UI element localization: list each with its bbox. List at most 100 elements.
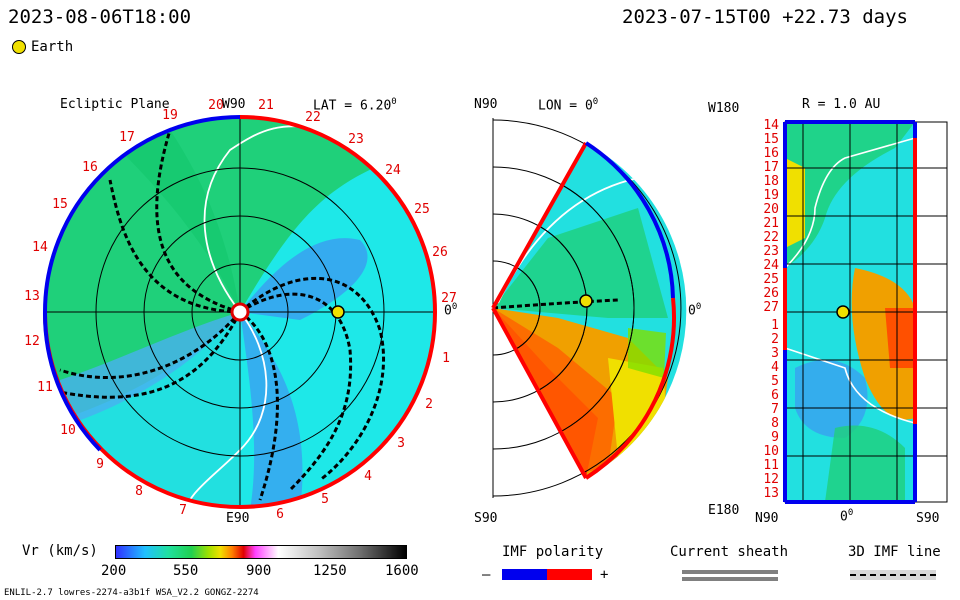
- colorbar-label: Vr (km/s): [22, 543, 98, 559]
- svg-text:2: 2: [425, 397, 433, 412]
- imf-positive-swatch: [547, 569, 592, 580]
- svg-text:9: 9: [771, 430, 779, 445]
- svg-text:7: 7: [179, 503, 187, 518]
- radial-bottom-left-label: E180: [708, 503, 740, 518]
- sim-time: 2023-08-06T18:00: [8, 6, 192, 28]
- earth-marker-meridional: [579, 294, 593, 308]
- run-time: 2023-07-15T00 +22.73 days: [622, 6, 908, 28]
- svg-text:4: 4: [364, 469, 372, 484]
- imf-plus: +: [600, 567, 609, 583]
- radial-top-left-label: W180: [708, 101, 740, 116]
- svg-text:1: 1: [442, 351, 450, 366]
- svg-text:14: 14: [32, 240, 48, 255]
- svg-text:25: 25: [414, 202, 430, 217]
- earth-legend-marker: [12, 40, 26, 54]
- svg-text:24: 24: [763, 258, 779, 273]
- meridional-bottom-label: S90: [474, 511, 498, 526]
- svg-text:11: 11: [37, 380, 53, 395]
- svg-text:21: 21: [258, 98, 274, 113]
- svg-text:25: 25: [763, 272, 779, 287]
- svg-text:22: 22: [763, 230, 779, 245]
- svg-text:2: 2: [771, 332, 779, 347]
- svg-text:26: 26: [432, 245, 448, 260]
- colorbar-tick-3: 1250: [313, 563, 347, 579]
- earth-marker: [331, 305, 345, 319]
- meridional-plot: [491, 118, 687, 498]
- svg-text:4: 4: [771, 360, 779, 375]
- svg-text:9: 9: [96, 457, 104, 472]
- colorbar-tick-0: 200: [101, 563, 127, 579]
- svg-text:17: 17: [763, 160, 779, 175]
- svg-text:18: 18: [763, 174, 779, 189]
- footer-run-info: ENLIL-2.7 lowres-2274-a3b1f WSA_V2.2 GON…: [4, 588, 259, 598]
- meridional-lon-label: LON = 00: [538, 97, 599, 114]
- current-sheath-title: Current sheath: [670, 544, 789, 560]
- svg-text:14: 14: [763, 118, 779, 133]
- svg-text:8: 8: [771, 416, 779, 431]
- svg-text:15: 15: [763, 132, 779, 147]
- svg-text:8: 8: [135, 484, 143, 499]
- earth-marker-radial: [836, 305, 850, 319]
- svg-text:16: 16: [763, 146, 779, 161]
- ecliptic-bottom-label: E90: [226, 511, 250, 526]
- ecliptic-plot: 19 20 21 22 23 24 25 26 27 1 2 3 4 5 6 7…: [24, 98, 457, 522]
- svg-text:11: 11: [763, 458, 779, 473]
- rim-negative: [43, 115, 241, 313]
- sun-icon: [230, 302, 250, 322]
- svg-text:7: 7: [771, 402, 779, 417]
- radial-x-right: S90: [916, 511, 940, 526]
- svg-text:3: 3: [771, 346, 779, 361]
- ecliptic-top-label: W90: [222, 97, 246, 112]
- imf-polarity-title: IMF polarity: [502, 544, 604, 560]
- svg-text:15: 15: [52, 197, 68, 212]
- radial-x-mid: 00: [840, 508, 854, 525]
- colorbar-tick-2: 900: [246, 563, 272, 579]
- svg-text:13: 13: [763, 486, 779, 501]
- ecliptic-right-label: 00: [444, 302, 458, 319]
- current-sheath-swatch-2: [682, 577, 778, 581]
- svg-text:23: 23: [763, 244, 779, 259]
- imf3d-swatch: [850, 570, 936, 580]
- earth-legend-label: Earth: [31, 39, 74, 55]
- svg-text:6: 6: [276, 507, 284, 522]
- meridional-top-label: N90: [474, 97, 498, 112]
- svg-text:20: 20: [208, 98, 224, 113]
- ecliptic-title: Ecliptic Plane: [60, 97, 170, 112]
- svg-text:21: 21: [763, 216, 779, 231]
- svg-text:16: 16: [82, 160, 98, 175]
- svg-text:20: 20: [763, 202, 779, 217]
- colorbar: [115, 545, 407, 559]
- svg-text:27: 27: [441, 291, 457, 306]
- imf-minus: –: [482, 567, 491, 583]
- svg-text:10: 10: [60, 423, 76, 438]
- meridional-right-label: 00: [688, 302, 702, 319]
- svg-text:24: 24: [385, 163, 401, 178]
- imf3d-title: 3D IMF line: [848, 544, 941, 560]
- svg-text:5: 5: [771, 374, 779, 389]
- svg-text:19: 19: [763, 188, 779, 203]
- radial-r-label: R = 1.0 AU: [802, 97, 881, 112]
- svg-text:12: 12: [24, 334, 40, 349]
- svg-text:27: 27: [763, 300, 779, 315]
- svg-text:23: 23: [348, 132, 364, 147]
- svg-text:13: 13: [24, 289, 40, 304]
- ecliptic-lat-label: LAT = 6.200: [313, 97, 397, 114]
- current-sheath-swatch-1: [682, 570, 778, 574]
- radial-x-left: N90: [755, 511, 779, 526]
- svg-text:10: 10: [763, 444, 779, 459]
- rotation-tick-labels: 14 15 16 17 18 19 20 21 22 23 24 25 26 2…: [763, 118, 779, 501]
- svg-text:22: 22: [305, 110, 321, 125]
- svg-text:6: 6: [771, 388, 779, 403]
- radial-map-plot: 14 15 16 17 18 19 20 21 22 23 24 25 26 2…: [763, 118, 948, 504]
- carrington-labels: 19 20 21 22 23 24 25 26 27 1 2 3 4 5 6 7…: [24, 98, 457, 522]
- svg-text:17: 17: [119, 130, 135, 145]
- svg-text:5: 5: [321, 492, 329, 507]
- colorbar-tick-1: 550: [173, 563, 199, 579]
- svg-text:19: 19: [162, 108, 178, 123]
- colorbar-tick-4: 1600: [385, 563, 419, 579]
- svg-text:3: 3: [397, 436, 405, 451]
- imf-negative-swatch: [502, 569, 547, 580]
- svg-text:1: 1: [771, 318, 779, 333]
- svg-text:12: 12: [763, 472, 779, 487]
- svg-text:26: 26: [763, 286, 779, 301]
